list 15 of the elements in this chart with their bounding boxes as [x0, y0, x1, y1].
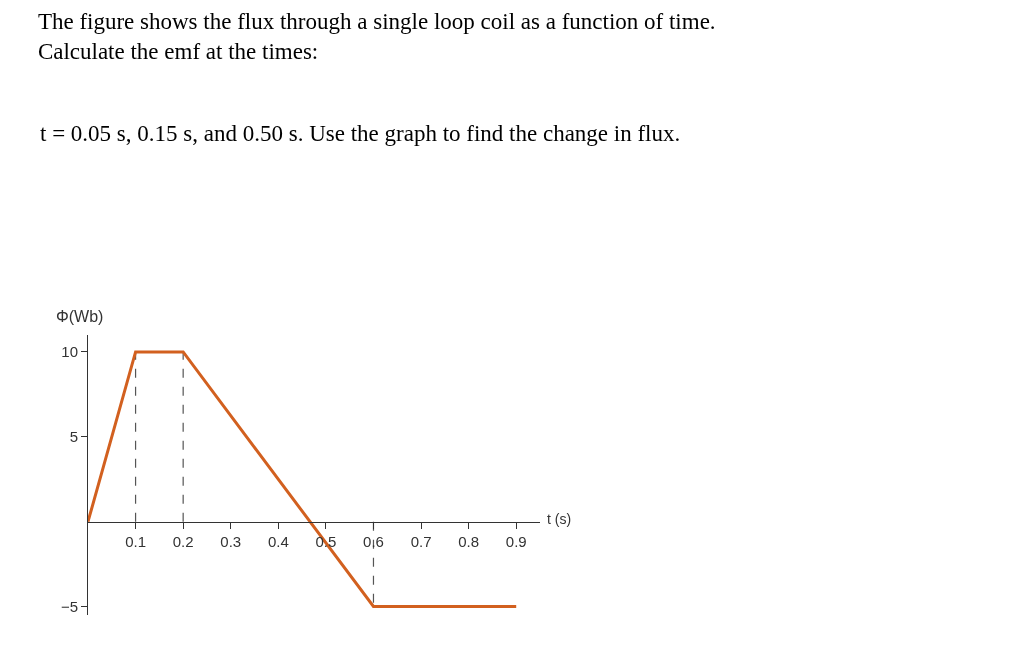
- y-tick-label: 5: [69, 428, 78, 446]
- x-tick-label: 0.1: [125, 532, 147, 550]
- x-tick-label: 0.4: [267, 532, 289, 550]
- y-tick-label: 10: [61, 343, 78, 361]
- x-tick-label: 0.6: [363, 532, 384, 550]
- y-axis-title: Φ(Wb): [56, 308, 104, 325]
- x-tick-label: 0.2: [172, 532, 194, 550]
- x-tick-label: 0.3: [220, 532, 242, 550]
- y-tick-label: −5: [60, 597, 78, 615]
- x-tick-label: 0.9: [505, 532, 527, 550]
- chart-title: The figure shows the flux through a single loop coil as a function of time. Calculate the emf at the times:: [37, 9, 716, 65]
- x-axis-title: t (s): [547, 511, 572, 527]
- x-tick-label: 0.7: [410, 532, 432, 550]
- chart-subtitle: t = 0.05 s, 0.15 s, and 0.50 s. Use the graph to find the change in flux.: [40, 121, 681, 146]
- x-tick-label: 0.8: [458, 532, 480, 550]
